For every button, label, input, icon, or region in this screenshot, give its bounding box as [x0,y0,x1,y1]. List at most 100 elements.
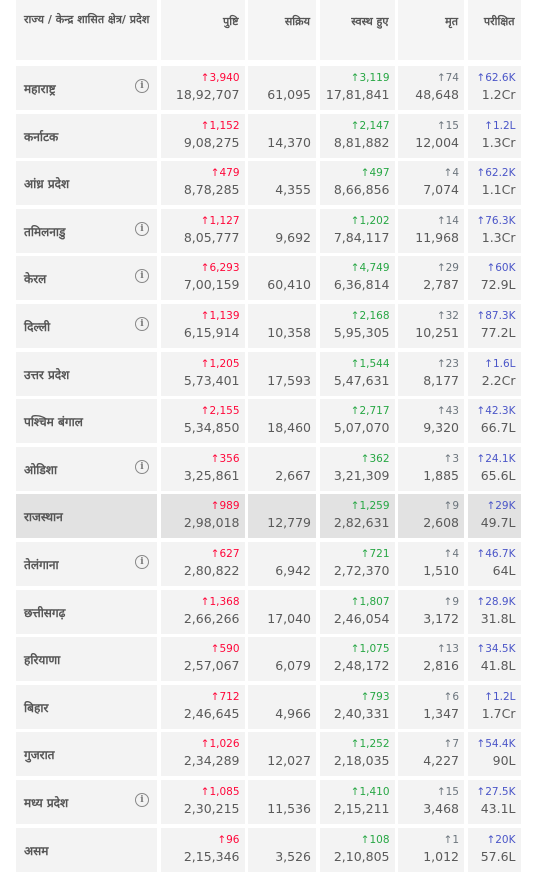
recovered-delta: 2,168 [324,309,389,324]
tested-total: 41.8L [480,658,516,674]
recovered-delta: 793 [324,690,389,705]
info-icon[interactable]: i [135,221,149,236]
confirmed-delta: 627 [165,547,239,562]
state-cell[interactable]: ओडिशा i [16,446,157,491]
deceased-cell: 93,172 [398,589,464,634]
state-name: केरल [24,272,47,287]
header-active[interactable]: सक्रिय [248,0,316,60]
confirmed-total: 6,15,914 [183,325,240,340]
tested-total: 1.7Cr [481,705,516,721]
recovered-total: 5,47,631 [333,372,390,388]
recovered-total: 5,07,070 [333,420,390,436]
recovered-total: 2,82,631 [333,515,390,531]
state-cell[interactable]: असम [16,827,157,872]
recovered-delta: 3,119 [324,71,389,86]
state-cell[interactable]: तेलंगाना i [16,542,157,586]
state-cell[interactable]: आंध्र प्रदेश [16,161,157,206]
recovered-total: 2,15,211 [333,801,390,816]
deceased-cell: 132,816 [398,637,464,682]
tested-delta: 46.7K [472,547,515,562]
info-icon[interactable]: i [135,269,149,284]
deceased-delta: 9 [402,499,459,514]
state-cell[interactable]: हरियाणा [16,637,157,682]
info-icon[interactable]: i [135,459,149,474]
state-cell[interactable]: कर्नाटक [16,113,157,158]
state-cell[interactable]: मध्य प्रदेश i [16,780,157,824]
state-cell[interactable]: पश्चिम बंगाल [16,399,157,444]
recovered-total: 2,46,054 [333,610,390,626]
active-cell: 14,370 [248,113,316,158]
recovered-total: 2,72,370 [333,563,390,578]
header-tested[interactable]: परीक्षित [467,0,521,60]
active-cell: 60,410 [248,256,316,301]
info-icon[interactable]: i [135,79,149,93]
state-cell[interactable]: तमिलनाडु i [16,208,157,253]
state-cell[interactable]: गुजरात [16,732,157,777]
confirmed-total: 2,15,346 [183,848,240,864]
info-icon[interactable]: i [135,555,149,569]
active-cell: 17,593 [248,351,316,396]
state-cell[interactable]: महाराष्ट्र i [16,66,157,110]
confirmed-cell: 962,15,346 [160,827,245,872]
confirmed-total: 2,98,018 [183,515,240,531]
tested-total: 57.6L [480,848,516,864]
confirmed-delta: 1,026 [165,737,239,752]
tested-total: 77.2L [480,325,516,340]
header-state[interactable]: राज्य / केन्द्र शासित क्षेत्र/ प्रदेश [16,0,157,60]
tested-total: 72.9L [480,277,516,293]
deceased-delta: 1 [402,833,459,848]
header-recovered[interactable]: स्वस्थ हुए [319,0,395,60]
tested-delta: 87.3K [472,309,515,324]
confirmed-delta: 3,940 [165,71,239,86]
deceased-delta: 14 [402,214,459,229]
active-cell: 18,460 [248,399,316,444]
recovered-total: 2,10,805 [333,848,390,864]
tested-total: 1.3Cr [481,134,516,150]
tested-cell: 62.2K1.1Cr [467,161,521,206]
header-deceased[interactable]: मृत [398,0,464,60]
info-icon[interactable]: i [135,793,149,807]
state-cell[interactable]: उत्तर प्रदेश [16,351,157,396]
confirmed-total: 8,78,285 [183,182,240,198]
table-row: हरियाणा5902,57,0676,0791,0752,48,172132,… [16,637,521,682]
tested-cell: 1.2L1.3Cr [467,113,521,158]
confirmed-total: 2,66,266 [183,610,240,626]
state-cell[interactable]: दिल्ली i [16,304,157,348]
state-cell[interactable]: बिहार [16,684,157,729]
deceased-delta: 3 [402,452,459,467]
info-icon[interactable]: i [135,317,149,331]
deceased-total: 10,251 [415,325,459,340]
state-cell[interactable]: राजस्थान [16,494,157,539]
state-cell[interactable]: छत्तीसगढ़ [16,589,157,634]
header-confirmed[interactable]: पुष्टि [160,0,245,60]
confirmed-delta: 6,293 [165,261,239,276]
confirmed-delta: 1,085 [165,785,239,800]
confirmed-delta: 712 [165,690,239,705]
active-cell: 6,079 [248,637,316,682]
table-row: कर्नाटक1,1529,08,27514,3702,1478,81,8821… [16,113,521,158]
active-cell: 9,692 [248,208,316,253]
state-cell[interactable]: केरल i [16,256,157,301]
active-cell: 61,095 [248,66,316,110]
active-cell: 4,966 [248,684,316,729]
tested-cell: 1.2L1.7Cr [467,684,521,729]
deceased-total: 2,816 [423,658,459,674]
state-name: उत्तर प्रदेश [24,367,70,382]
